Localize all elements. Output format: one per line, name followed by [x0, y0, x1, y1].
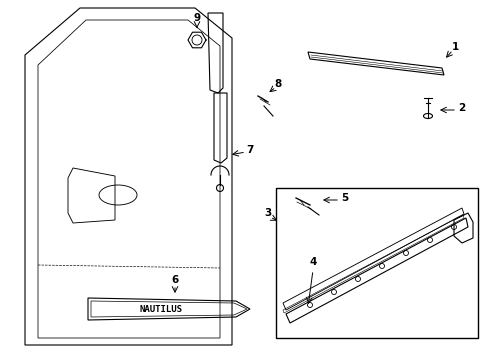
Text: 6: 6: [172, 275, 179, 285]
Text: 9: 9: [194, 13, 200, 23]
Text: 2: 2: [458, 103, 466, 113]
Text: 8: 8: [274, 79, 282, 89]
Text: 3: 3: [265, 208, 271, 218]
Text: 7: 7: [246, 145, 254, 155]
Text: 4: 4: [309, 257, 317, 267]
Text: 1: 1: [451, 42, 459, 52]
Text: NAUTILUS: NAUTILUS: [140, 305, 182, 314]
Text: 5: 5: [342, 193, 348, 203]
Bar: [276, 188, 478, 338]
